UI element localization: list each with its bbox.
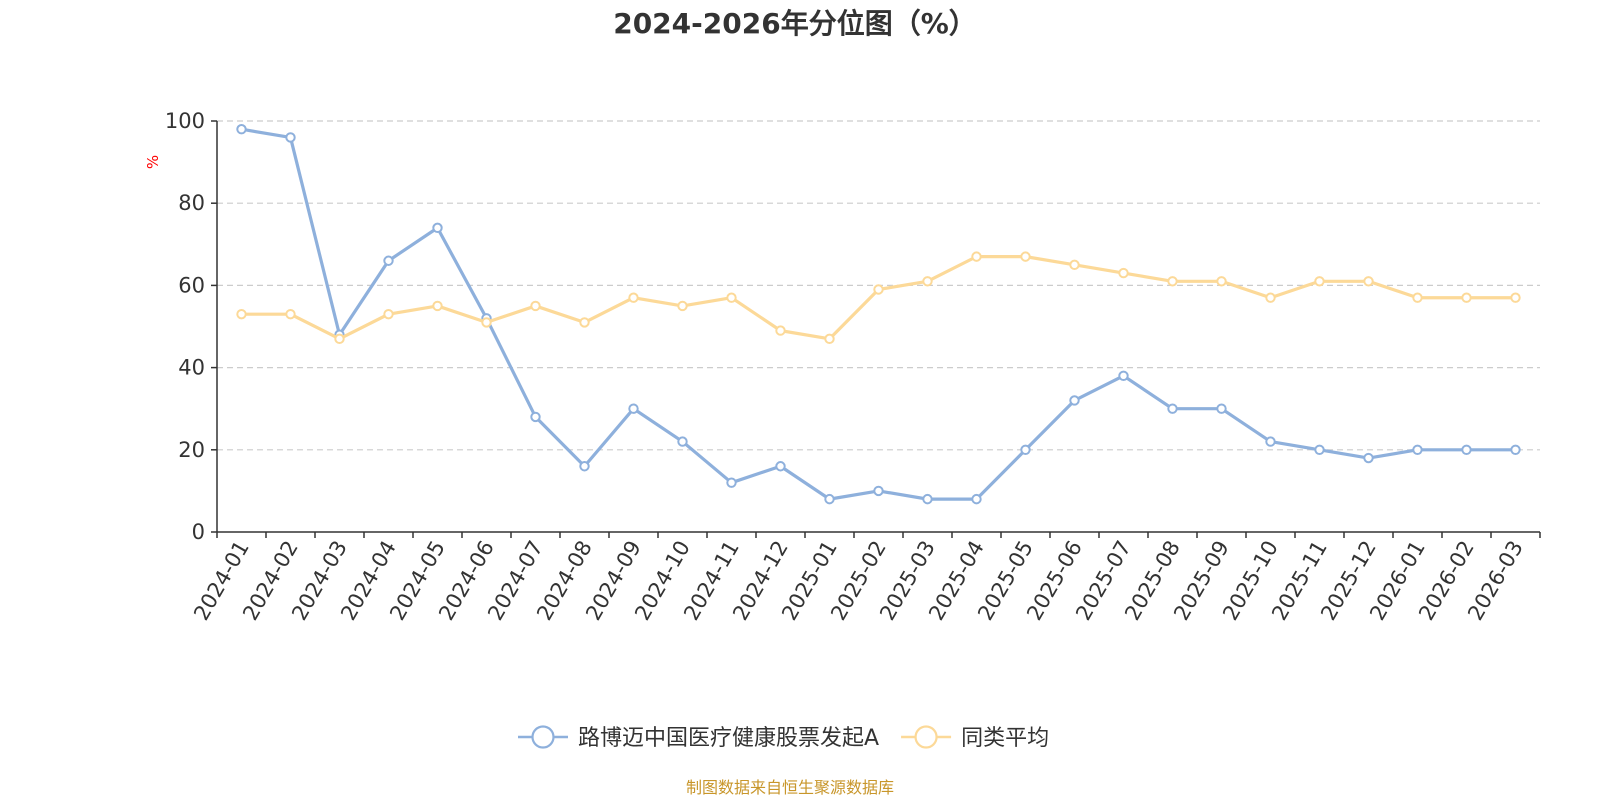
data-point[interactable] xyxy=(579,461,590,472)
series-line xyxy=(241,255,1516,341)
data-point[interactable] xyxy=(1461,292,1472,303)
data-source-note: 制图数据来自恒生聚源数据库 xyxy=(686,778,894,797)
data-point[interactable] xyxy=(1167,403,1178,414)
data-point[interactable] xyxy=(824,333,835,345)
data-point[interactable] xyxy=(922,276,933,287)
data-point[interactable] xyxy=(334,333,345,345)
data-point[interactable] xyxy=(726,477,737,488)
data-point[interactable] xyxy=(236,308,247,320)
data-point[interactable] xyxy=(1510,292,1521,303)
data-point[interactable] xyxy=(628,403,639,414)
data-point[interactable] xyxy=(1265,436,1276,447)
data-point[interactable] xyxy=(971,493,982,505)
data-point[interactable] xyxy=(1020,444,1031,455)
chart-title: 2024-2026年分位图（%） xyxy=(613,7,977,40)
legend-marker-icon xyxy=(914,725,938,749)
data-point[interactable] xyxy=(1020,251,1031,262)
data-point[interactable] xyxy=(873,284,884,295)
data-point[interactable] xyxy=(383,308,394,320)
data-point[interactable] xyxy=(775,461,786,472)
data-point[interactable] xyxy=(628,292,639,303)
data-point[interactable] xyxy=(1118,370,1129,382)
data-point[interactable] xyxy=(677,436,688,447)
data-point[interactable] xyxy=(1118,267,1129,279)
data-point[interactable] xyxy=(1412,444,1423,455)
data-point[interactable] xyxy=(1265,292,1276,303)
y-tick-label: 40 xyxy=(178,356,205,380)
data-point[interactable] xyxy=(1216,276,1227,287)
data-point[interactable] xyxy=(971,251,982,262)
series-lines xyxy=(236,124,1521,505)
data-point[interactable] xyxy=(285,308,296,320)
y-tick-label: 80 xyxy=(178,191,205,215)
data-point[interactable] xyxy=(1069,259,1080,271)
legend-label: 路博迈中国医疗健康股票发起A xyxy=(578,726,879,751)
data-point[interactable] xyxy=(824,493,835,505)
data-point[interactable] xyxy=(1167,276,1178,287)
data-point[interactable] xyxy=(1216,403,1227,414)
data-point[interactable] xyxy=(1363,452,1374,464)
legend-item[interactable]: 路博迈中国医疗健康股票发起A xyxy=(518,725,879,751)
legend-item[interactable]: 同类平均 xyxy=(901,725,1049,751)
data-point[interactable] xyxy=(530,411,541,423)
data-point[interactable] xyxy=(481,317,492,328)
data-point[interactable] xyxy=(432,300,443,312)
y-tick-label: 20 xyxy=(178,438,205,462)
legend[interactable]: 路博迈中国医疗健康股票发起A 同类平均 xyxy=(518,725,1049,751)
series-1 xyxy=(236,251,1521,345)
data-point[interactable] xyxy=(922,493,933,505)
data-point[interactable] xyxy=(530,300,541,312)
data-point[interactable] xyxy=(1069,395,1080,406)
data-point[interactable] xyxy=(236,124,247,135)
y-tick-label: 0 xyxy=(192,520,205,544)
legend-label: 同类平均 xyxy=(961,726,1049,751)
data-point[interactable] xyxy=(579,317,590,328)
series-line xyxy=(241,127,1516,501)
data-point[interactable] xyxy=(726,292,737,303)
data-point[interactable] xyxy=(1314,276,1325,287)
y-tick-label: 100 xyxy=(165,109,205,133)
data-point[interactable] xyxy=(1363,276,1374,287)
data-point[interactable] xyxy=(1461,444,1472,455)
axes: 0204060801002024-012024-022024-032024-04… xyxy=(165,109,1541,624)
data-point[interactable] xyxy=(285,132,296,143)
data-point[interactable] xyxy=(1510,444,1521,455)
data-point[interactable] xyxy=(383,255,394,266)
y-tick-label: 60 xyxy=(178,273,205,297)
data-point[interactable] xyxy=(432,222,443,234)
data-point[interactable] xyxy=(1412,292,1423,303)
series-0 xyxy=(236,124,1521,505)
data-point[interactable] xyxy=(677,300,688,312)
data-point[interactable] xyxy=(873,485,884,497)
data-point[interactable] xyxy=(1314,444,1325,455)
y-axis-label: % xyxy=(144,155,162,169)
data-point[interactable] xyxy=(775,325,786,336)
legend-marker-icon xyxy=(531,725,555,749)
